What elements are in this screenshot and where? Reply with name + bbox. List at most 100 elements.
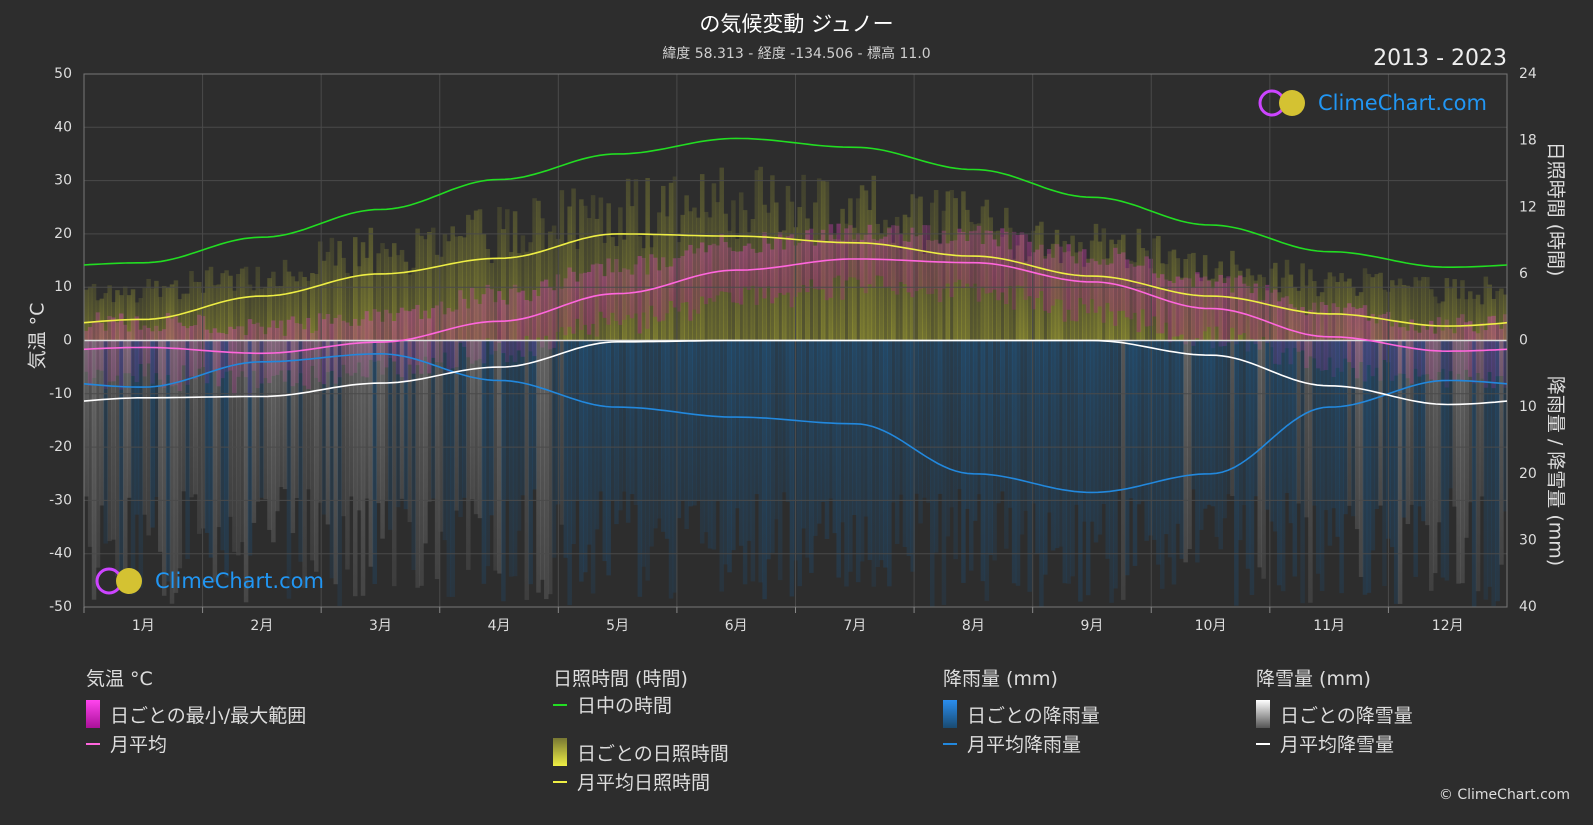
logo-bottom[interactable]: ClimeChart.com <box>95 566 324 596</box>
daily-sunshine-bar <box>84 289 89 341</box>
daily-temp-range-bar <box>660 257 666 321</box>
daily-temp-range-bar <box>610 272 615 313</box>
daily-rain-bar <box>1503 340 1508 512</box>
daily-rain-bar <box>1253 340 1259 497</box>
daily-sunshine-bar <box>1327 272 1333 341</box>
daily-sunshine-bar <box>493 258 498 341</box>
daily-snow-bar <box>95 340 101 568</box>
daily-sunshine-bar <box>150 288 155 341</box>
daily-rain-bar <box>1007 340 1013 508</box>
daily-rain-bar <box>1276 340 1282 586</box>
daily-rain-bar <box>1117 340 1122 491</box>
legend-daily-sunshine: 日ごとの日照時間 <box>553 738 729 766</box>
daily-sunshine-bar <box>255 266 261 341</box>
daily-rain-bar <box>660 340 666 532</box>
daily-snow-bar <box>1436 340 1442 523</box>
right-precip-tick-label: 40 <box>1519 599 1537 615</box>
daily-temp-range-bar <box>602 276 608 318</box>
daily-rain-bar <box>848 340 853 572</box>
daily-snow-bar <box>469 340 475 500</box>
daily-snow-bar <box>1452 340 1457 507</box>
daily-sunshine-bar <box>395 255 401 341</box>
daily-rain-bar <box>688 340 693 507</box>
daily-rain-bar <box>781 340 787 493</box>
daily-rain-bar <box>1339 340 1344 594</box>
daily-temp-range-bar <box>735 251 740 303</box>
daily-temp-range-bar <box>1191 287 1196 346</box>
daily-sunshine-bar <box>99 298 105 341</box>
daily-snow-bar <box>181 340 186 492</box>
chart-subtitle: 緯度 58.313 - 経度 -134.506 - 標高 11.0 <box>662 46 931 62</box>
daily-rain-bar <box>879 340 884 561</box>
daily-snow-bar <box>540 340 545 580</box>
daily-rain-bar <box>618 340 623 511</box>
daily-temp-range-bar <box>1015 235 1021 286</box>
daily-sunshine-bar <box>259 288 264 341</box>
daylight-line <box>83 137 1508 268</box>
daily-sunshine-bar <box>294 281 300 341</box>
daily-temp-range-bar <box>941 230 947 289</box>
daily-sunshine-bar <box>208 266 214 341</box>
daily-sunshine-bar <box>103 293 108 341</box>
month-tick-label: 10月 <box>1195 618 1227 634</box>
daily-temp-range-bar <box>384 309 389 368</box>
daily-temp-range-bar <box>696 248 701 314</box>
daily-sunshine-bar <box>532 198 537 341</box>
daily-temp-range-bar <box>520 290 526 357</box>
daily-sunshine-bar <box>282 259 288 341</box>
daily-snow-bar <box>314 340 319 572</box>
logo-top[interactable]: ClimeChart.com <box>1258 88 1487 118</box>
daily-temp-range-bar <box>1136 265 1142 333</box>
daily-rain-bar <box>926 340 931 503</box>
daily-temp-range-bar <box>1269 292 1274 348</box>
daily-sunshine-bar <box>298 271 303 341</box>
daily-rain-bar <box>462 340 467 498</box>
daily-sunshine-bar <box>130 289 136 341</box>
daily-snow-bar <box>216 340 222 528</box>
right-sun-tick-label: 18 <box>1519 133 1537 149</box>
daily-snow-bar <box>1464 340 1469 538</box>
daily-rain-bar <box>411 340 416 570</box>
daily-sunshine-bar <box>462 237 467 341</box>
daily-rain-bar <box>719 340 724 592</box>
daily-snow-bar <box>547 340 553 595</box>
daily-snow-bar <box>1405 340 1411 525</box>
daily-temp-range-bar <box>996 246 1001 301</box>
daily-temp-range-bar <box>551 290 557 348</box>
daily-rain-bar <box>855 340 861 583</box>
daily-sunshine-bar <box>388 256 393 341</box>
daily-snow-bar <box>282 340 288 490</box>
daily-rain-bar <box>321 340 327 515</box>
daily-sunshine-bar <box>625 178 631 341</box>
daily-rain-bar <box>1315 340 1321 574</box>
daily-sunshine-bar <box>1366 273 1372 341</box>
daily-rain-bar <box>1319 340 1325 592</box>
daily-snow-bar <box>1425 340 1430 526</box>
daily-temp-range-bar <box>828 224 834 298</box>
daily-rain-bar <box>692 340 697 506</box>
daily-rain-bar <box>832 340 838 534</box>
daily-temp-range-bar <box>742 245 748 287</box>
daily-temp-range-bar <box>508 288 514 356</box>
daily-sunshine-bar <box>306 280 311 341</box>
daily-sunshine-bar <box>169 284 175 341</box>
daily-rain-bar <box>1421 340 1426 522</box>
daily-rain-bar <box>372 340 377 585</box>
daily-rain-bar <box>532 340 537 490</box>
daily-rain-bar <box>583 340 588 573</box>
daily-snow-bar <box>1230 340 1235 497</box>
daily-temp-range-bar <box>891 225 896 291</box>
daily-temp-range-bar <box>1066 244 1071 310</box>
daily-snow-bar <box>193 340 198 495</box>
daily-snow-bar <box>1378 340 1383 506</box>
daily-snow-bar <box>302 340 307 588</box>
daily-rain-bar <box>711 340 717 550</box>
daily-temp-range-bar <box>984 230 990 294</box>
daily-snow-bar <box>399 340 405 499</box>
daily-rain-bar <box>1471 340 1477 607</box>
daily-sunshine-bar <box>185 293 190 341</box>
daily-rain-bar <box>1140 340 1146 502</box>
daily-snow-bar <box>306 340 311 490</box>
daily-rain-bar <box>1300 340 1305 604</box>
daily-temp-range-bar <box>676 258 682 312</box>
